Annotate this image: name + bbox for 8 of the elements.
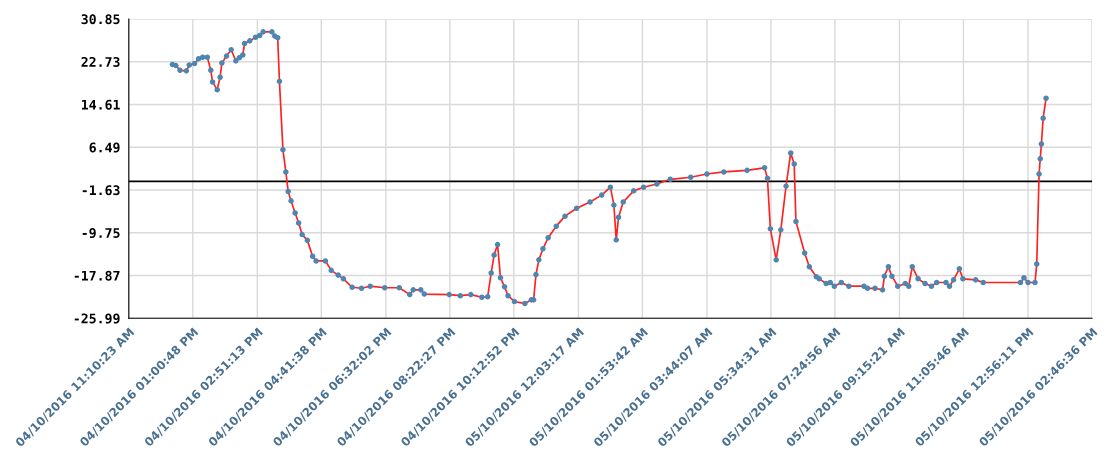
y-tick-label: -25.99 (74, 313, 120, 324)
y-tick-label: -9.75 (82, 228, 120, 239)
y-tick-label: -17.87 (74, 270, 120, 281)
y-tick-label: 22.73 (81, 56, 120, 67)
y-tick-label: 14.61 (81, 99, 120, 110)
y-tick-label: -1.63 (82, 185, 120, 196)
y-tick-label: 6.49 (89, 142, 120, 153)
y-tick-label: 30.85 (81, 14, 120, 25)
